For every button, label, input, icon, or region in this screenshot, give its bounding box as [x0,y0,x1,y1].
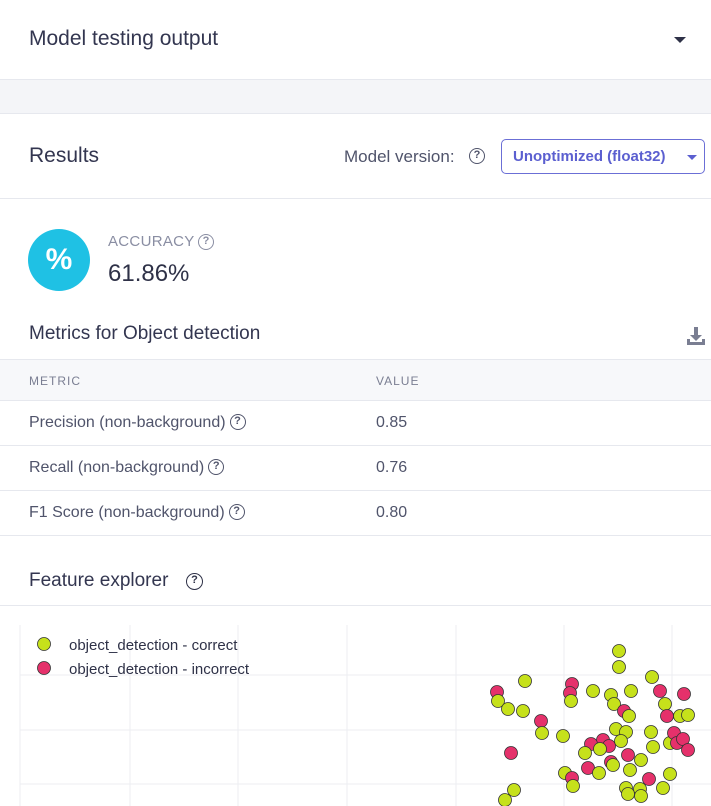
results-title: Results [29,144,100,167]
scatter-point[interactable] [645,670,659,684]
table-row: Precision (non-background)? 0.85 [0,401,711,446]
metric-value: 0.76 [376,459,408,476]
model-testing-output-panel[interactable]: Model testing output [0,0,711,80]
scatter-point[interactable] [644,725,658,739]
accuracy-value: 61.86% [108,260,190,287]
scatter-point[interactable] [564,694,578,708]
metric-name: F1 Score (non-background) [29,504,225,521]
scatter-point[interactable] [534,714,548,728]
help-icon[interactable]: ? [469,148,485,164]
feature-explorer-scatter[interactable]: object_detection - correct object_detect… [0,605,711,806]
column-header-value: VALUE [376,374,420,388]
legend: object_detection - correct object_detect… [37,637,250,678]
help-icon[interactable]: ? [198,234,214,250]
scatter-point[interactable] [624,684,638,698]
scatter-point[interactable] [622,709,636,723]
table-row: Recall (non-background)? 0.76 [0,446,711,491]
scatter-point[interactable] [663,767,677,781]
metrics-title: Metrics for Object detection [29,323,261,344]
scatter-point[interactable] [498,793,512,806]
table-row: F1 Score (non-background)? 0.80 [0,491,711,536]
scatter-point[interactable] [516,704,530,718]
scatter-point[interactable] [607,697,621,711]
scatter-point[interactable] [634,753,648,767]
legend-label-correct: object_detection - correct [69,637,238,654]
scatter-point[interactable] [646,740,660,754]
scatter-point[interactable] [556,729,570,743]
scatter-point[interactable] [677,687,691,701]
divider [0,198,711,199]
model-version-label: Model version: [344,147,455,166]
scatter-point[interactable] [612,644,626,658]
chevron-down-icon [687,155,697,160]
scatter-point[interactable] [518,674,532,688]
scatter-point[interactable] [642,772,656,786]
metric-name: Precision (non-background) [29,414,226,431]
scatter-point[interactable] [681,708,695,722]
scatter-point[interactable] [653,684,667,698]
scatter-point[interactable] [535,726,549,740]
feature-explorer-title: Feature explorer [29,570,169,591]
results-card: Results Model version: ? Unoptimized (fl… [0,113,711,806]
percent-icon: % [28,229,90,291]
legend-marker-incorrect [37,661,51,675]
scatter-point[interactable] [634,789,648,803]
chevron-down-icon[interactable] [674,37,686,43]
metric-value: 0.80 [376,504,408,521]
metric-name: Recall (non-background) [29,459,205,476]
accuracy-label: ACCURACY [108,233,195,250]
scatter-point[interactable] [621,787,635,801]
scatter-point[interactable] [592,766,606,780]
scatter-point[interactable] [612,660,626,674]
scatter-point[interactable] [501,702,515,716]
scatter-point[interactable] [578,746,592,760]
scatter-point[interactable] [658,697,672,711]
model-version-select[interactable]: Unoptimized (float32) [501,139,705,174]
table-header: METRIC VALUE [0,359,711,401]
download-icon[interactable] [686,326,706,346]
help-icon[interactable]: ? [186,573,203,590]
column-header-metric: METRIC [29,374,81,388]
scatter-point[interactable] [614,734,628,748]
scatter-point[interactable] [621,748,635,762]
legend-marker-correct [37,637,51,651]
scatter-point[interactable] [586,684,600,698]
scatter-point[interactable] [660,709,674,723]
legend-label-incorrect: object_detection - incorrect [69,661,250,678]
scatter-point[interactable] [656,781,670,795]
panel-title: Model testing output [29,27,219,50]
scatter-point[interactable] [606,758,620,772]
metric-value: 0.85 [376,414,408,431]
scatter-point[interactable] [504,746,518,760]
scatter-point[interactable] [623,763,637,777]
model-version-value: Unoptimized (float32) [513,148,666,165]
scatter-point[interactable] [491,694,505,708]
help-icon[interactable]: ? [228,503,245,520]
scatter-point[interactable] [593,742,607,756]
metrics-table: METRIC VALUE Precision (non-background)?… [0,359,711,536]
scatter-point[interactable] [566,779,580,793]
help-icon[interactable]: ? [229,413,246,430]
scatter-point[interactable] [507,783,521,797]
scatter-point[interactable] [681,743,695,757]
help-icon[interactable]: ? [208,458,225,475]
divider [0,605,711,606]
